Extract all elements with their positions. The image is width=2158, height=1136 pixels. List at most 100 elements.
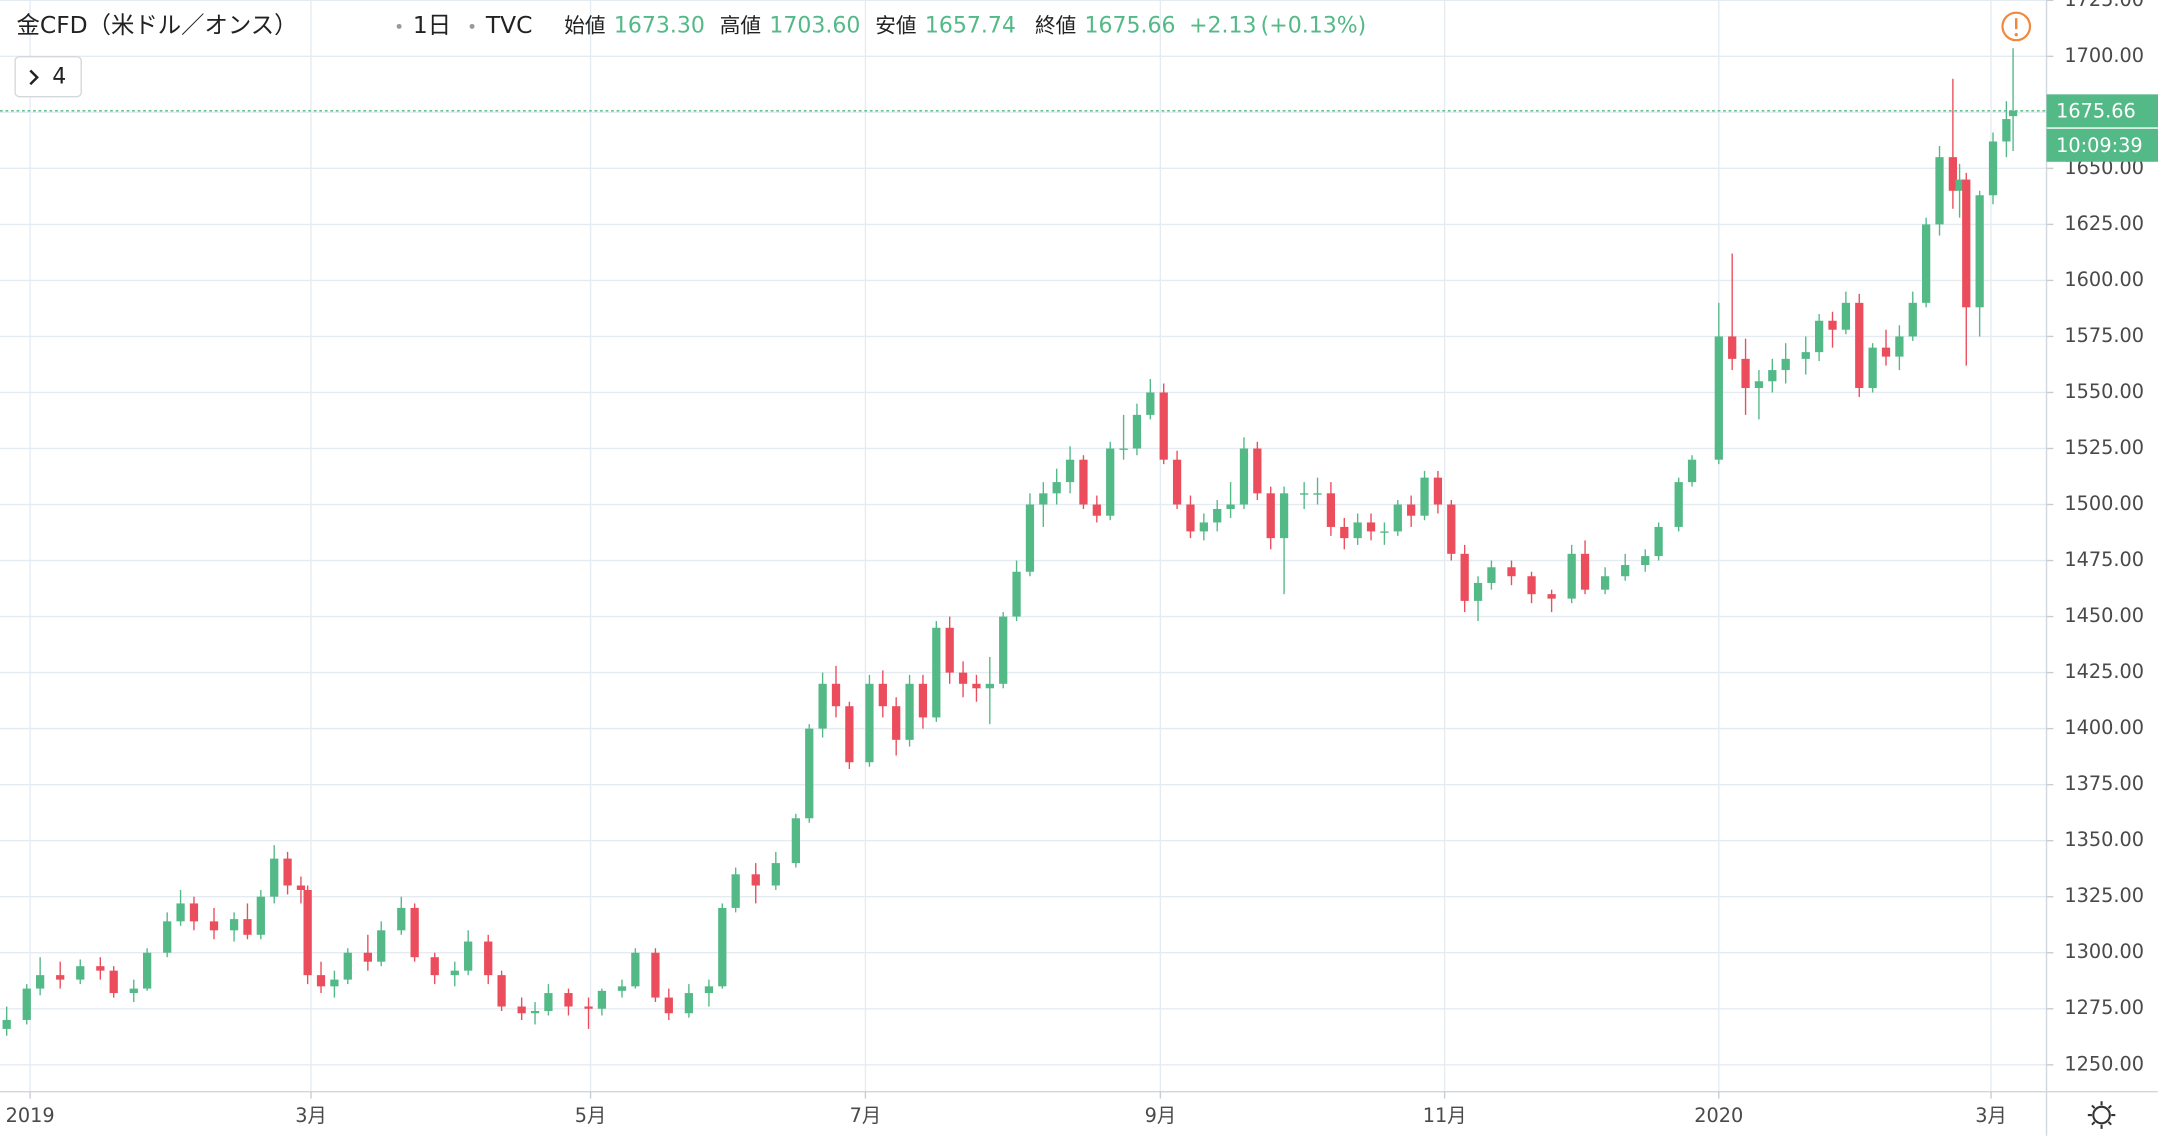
candle-body [1052, 482, 1061, 494]
candle-body [22, 988, 31, 1020]
candle-body [343, 952, 352, 980]
candle-body [1119, 448, 1128, 450]
ohlc-name: 高値 [720, 13, 761, 37]
candle-body [35, 975, 45, 989]
candle-body [450, 970, 459, 976]
candle-body [1815, 320, 1824, 353]
candle-body [1172, 459, 1182, 505]
candles [2, 48, 2018, 1036]
gear-teeth [2087, 1101, 2116, 1129]
candle-body [1547, 594, 1556, 599]
interval[interactable]: 1日 [413, 11, 451, 39]
candle-body [1781, 358, 1790, 371]
candle-body [1988, 141, 1998, 196]
candle-body [1420, 477, 1429, 516]
countdown-tag [2046, 128, 2158, 162]
candle-body [718, 907, 727, 987]
alert-icon[interactable] [2001, 11, 2032, 42]
y-tick-label: 1400.00 [2064, 716, 2144, 739]
symbol-title: 金CFD（米ドル／オンス） [17, 11, 298, 39]
candle-body [1025, 504, 1035, 572]
candle-body [1253, 448, 1262, 494]
candle-body [377, 930, 386, 962]
candle-body [176, 903, 185, 922]
candle-body [564, 993, 573, 1007]
indicator-button[interactable] [14, 56, 82, 98]
candle-body [1340, 526, 1349, 539]
grid [0, 0, 2047, 1092]
candle-body [1641, 556, 1650, 566]
candle-body [1039, 493, 1048, 505]
candle-body [1741, 358, 1750, 388]
candle-body [865, 683, 874, 763]
candle-body [209, 921, 219, 931]
indicator-toggle[interactable]: 4 [14, 56, 82, 98]
candle-body [2008, 110, 2018, 117]
candle-body [1012, 571, 1021, 617]
candle-body [76, 966, 85, 980]
candle-body [1326, 493, 1336, 527]
candle-body [805, 728, 814, 819]
candle-body [229, 919, 239, 931]
candle-body [256, 896, 265, 935]
y-tick-label: 1525.00 [2064, 436, 2144, 459]
candle-body [932, 627, 941, 718]
candle-body [1159, 392, 1168, 460]
candle-body [704, 986, 714, 994]
ohlc-name: 始値 [564, 13, 605, 37]
candle-body [1132, 414, 1142, 449]
candle-body [1962, 179, 1971, 308]
candle-body [1106, 448, 1115, 516]
candle-body [1567, 553, 1576, 599]
candle-body [918, 683, 928, 718]
candle-body [270, 858, 279, 897]
candle-body [1366, 522, 1376, 532]
countdown-label: 10:09:39 [2056, 134, 2142, 157]
candle-body [484, 941, 493, 976]
separator [396, 23, 402, 29]
y-tick-label: 1600.00 [2064, 268, 2144, 291]
candle-body [1266, 493, 1275, 539]
x-tick-label: 5月 [575, 1104, 606, 1127]
candle-body [430, 957, 439, 976]
change-percent: (+0.13%) [1261, 13, 1367, 38]
candle-body [751, 874, 760, 886]
source: TVC [485, 11, 533, 39]
candle-body [1955, 179, 1964, 191]
candle-body [363, 952, 372, 962]
candle-body [544, 993, 553, 1011]
candle-body [464, 941, 473, 971]
candle-body [1487, 567, 1496, 583]
x-tick-label: 9月 [1145, 1104, 1177, 1127]
alert-circle [2001, 11, 2032, 42]
x-tick-label: 11月 [1423, 1104, 1467, 1127]
candle-body [1065, 459, 1075, 483]
x-tick-label: 2019 [6, 1104, 55, 1127]
candle-body [1393, 504, 1402, 532]
candle-body [631, 952, 640, 987]
candle-body [1239, 448, 1249, 505]
y-tick-label: 1725.00 [2064, 0, 2144, 11]
candle-body [497, 975, 506, 1007]
candle-body [731, 874, 740, 908]
candle-body [2002, 119, 2011, 142]
candle-body [1580, 553, 1590, 590]
candle-body [1948, 157, 1958, 191]
candle-body [1199, 522, 1208, 532]
candle-body [330, 979, 339, 987]
candle-body [945, 627, 954, 673]
candle-body [1687, 459, 1697, 483]
candle-body [1473, 582, 1483, 601]
y-tick-label: 1575.00 [2064, 324, 2144, 347]
separator [469, 23, 475, 29]
candle-body [1828, 320, 1837, 330]
y-tick-label: 1450.00 [2064, 604, 2144, 627]
y-tick-label: 1425.00 [2064, 660, 2144, 683]
candle-body [892, 706, 901, 740]
candle-body [1881, 347, 1891, 357]
candle-body [1146, 392, 1155, 415]
ohlc-value: 1657.74 [925, 13, 1016, 38]
settings-icon[interactable] [2087, 1101, 2116, 1129]
candle-body [189, 903, 199, 922]
